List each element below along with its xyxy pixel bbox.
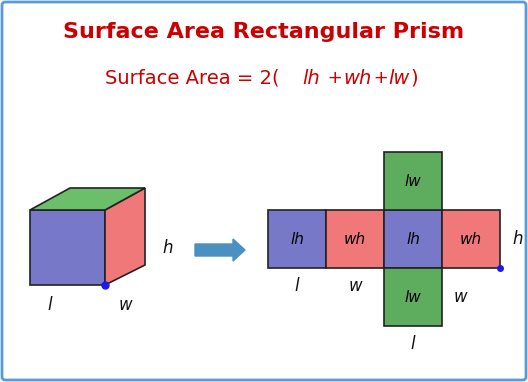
- Text: w: w: [348, 277, 362, 295]
- Text: lw: lw: [404, 290, 421, 304]
- Bar: [326, 210, 384, 268]
- Text: lw: lw: [404, 173, 421, 188]
- Text: +: +: [368, 69, 394, 87]
- Text: wh: wh: [460, 231, 482, 246]
- Bar: [268, 210, 326, 268]
- Polygon shape: [105, 188, 145, 285]
- Text: l: l: [48, 296, 52, 314]
- Bar: [384, 210, 442, 268]
- Text: wh: wh: [343, 68, 371, 87]
- Text: lh: lh: [302, 68, 320, 87]
- Bar: [442, 210, 500, 268]
- Text: lh: lh: [290, 231, 304, 246]
- Polygon shape: [30, 210, 105, 285]
- Text: Surface Area Rectangular Prism: Surface Area Rectangular Prism: [63, 22, 465, 42]
- Text: l: l: [411, 335, 416, 353]
- Text: h: h: [513, 230, 523, 248]
- Text: h: h: [162, 239, 173, 257]
- Bar: [384, 152, 442, 210]
- Text: w: w: [453, 288, 467, 306]
- Text: Surface Area = 2(: Surface Area = 2(: [105, 68, 279, 87]
- Text: lw: lw: [388, 68, 409, 87]
- FancyArrow shape: [195, 239, 245, 261]
- Text: wh: wh: [344, 231, 366, 246]
- Text: ): ): [410, 68, 418, 87]
- Polygon shape: [30, 188, 145, 210]
- Text: w: w: [118, 296, 132, 314]
- Text: +: +: [322, 69, 348, 87]
- Text: l: l: [295, 277, 299, 295]
- Text: lh: lh: [406, 231, 420, 246]
- Bar: [384, 268, 442, 326]
